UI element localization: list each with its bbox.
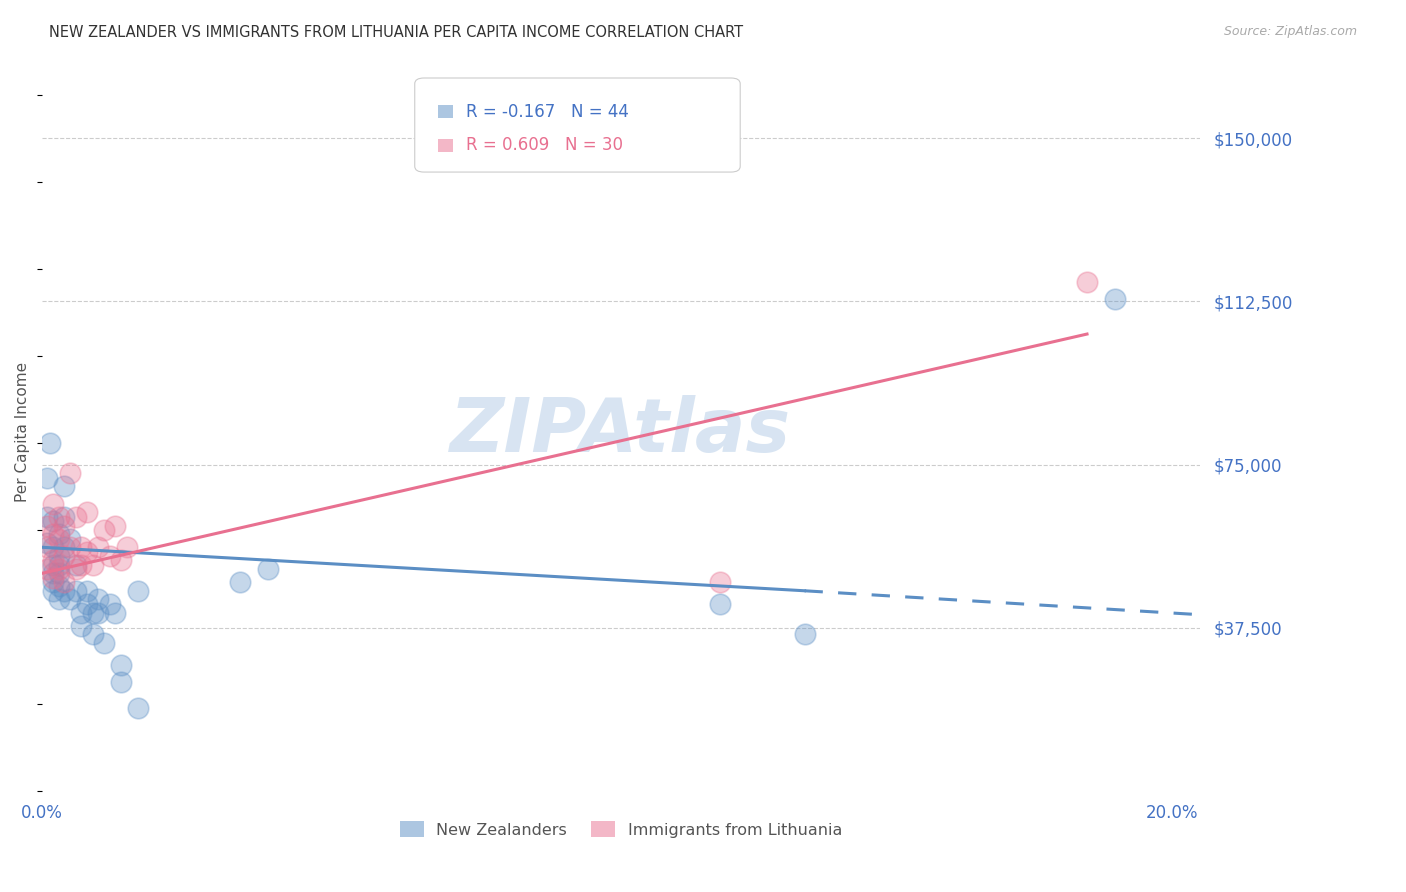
Point xyxy=(37,562,59,576)
Point xyxy=(115,541,138,555)
Point xyxy=(42,575,65,590)
Point xyxy=(37,518,59,533)
Point xyxy=(53,575,76,590)
Text: Source: ZipAtlas.com: Source: ZipAtlas.com xyxy=(1223,25,1357,38)
Point xyxy=(42,571,65,585)
Point xyxy=(42,497,65,511)
Point xyxy=(48,527,70,541)
Point xyxy=(82,558,104,572)
Point xyxy=(82,606,104,620)
Point xyxy=(104,606,127,620)
Point xyxy=(70,618,93,632)
Point xyxy=(70,558,93,572)
Y-axis label: Per Capita Income: Per Capita Income xyxy=(15,362,30,502)
Point xyxy=(53,479,76,493)
Point xyxy=(104,518,127,533)
Point xyxy=(70,541,93,555)
Point xyxy=(65,509,87,524)
Bar xyxy=(437,139,453,152)
Point xyxy=(48,592,70,607)
Point xyxy=(228,575,250,590)
Text: R = 0.609   N = 30: R = 0.609 N = 30 xyxy=(467,136,623,154)
Point xyxy=(59,592,82,607)
Point xyxy=(76,505,98,519)
Bar xyxy=(437,105,453,119)
Point xyxy=(53,518,76,533)
Text: NEW ZEALANDER VS IMMIGRANTS FROM LITHUANIA PER CAPITA INCOME CORRELATION CHART: NEW ZEALANDER VS IMMIGRANTS FROM LITHUAN… xyxy=(49,25,744,40)
Point xyxy=(93,636,115,650)
Point xyxy=(65,558,87,572)
Point xyxy=(42,566,65,581)
Point xyxy=(53,549,76,563)
Point xyxy=(59,467,82,481)
Point xyxy=(42,514,65,528)
Point xyxy=(76,583,98,598)
Point xyxy=(48,558,70,572)
Point xyxy=(76,544,98,558)
Point xyxy=(39,435,62,450)
Point xyxy=(87,541,110,555)
Point xyxy=(48,549,70,563)
Point xyxy=(1076,275,1098,289)
Point xyxy=(42,541,65,555)
Point xyxy=(82,627,104,641)
Point xyxy=(42,553,65,567)
Point xyxy=(42,583,65,598)
Point xyxy=(110,675,132,690)
Point xyxy=(53,583,76,598)
Point xyxy=(48,532,70,546)
Point xyxy=(709,575,731,590)
Point xyxy=(42,527,65,541)
Point xyxy=(53,541,76,555)
Point xyxy=(127,583,149,598)
Point xyxy=(53,509,76,524)
Point xyxy=(37,536,59,550)
Point xyxy=(37,470,59,484)
Text: ZIPAtlas: ZIPAtlas xyxy=(450,395,792,468)
Point xyxy=(256,562,278,576)
Point xyxy=(110,553,132,567)
Point xyxy=(48,579,70,593)
FancyBboxPatch shape xyxy=(415,78,740,172)
Point xyxy=(48,566,70,581)
Point xyxy=(65,583,87,598)
Point xyxy=(42,558,65,572)
Point xyxy=(93,523,115,537)
Point xyxy=(37,541,59,555)
Legend: New Zealanders, Immigrants from Lithuania: New Zealanders, Immigrants from Lithuani… xyxy=(394,814,849,844)
Point xyxy=(76,597,98,611)
Point xyxy=(87,606,110,620)
Point xyxy=(87,592,110,607)
Point xyxy=(37,509,59,524)
Point xyxy=(59,541,82,555)
Point xyxy=(1104,292,1126,306)
Text: R = -0.167   N = 44: R = -0.167 N = 44 xyxy=(467,103,630,120)
Point xyxy=(127,701,149,715)
Point xyxy=(70,606,93,620)
Point xyxy=(709,597,731,611)
Point xyxy=(48,509,70,524)
Point xyxy=(48,562,70,576)
Point xyxy=(110,657,132,672)
Point xyxy=(98,549,121,563)
Point xyxy=(65,562,87,576)
Point xyxy=(793,627,815,641)
Point xyxy=(98,597,121,611)
Point xyxy=(59,532,82,546)
